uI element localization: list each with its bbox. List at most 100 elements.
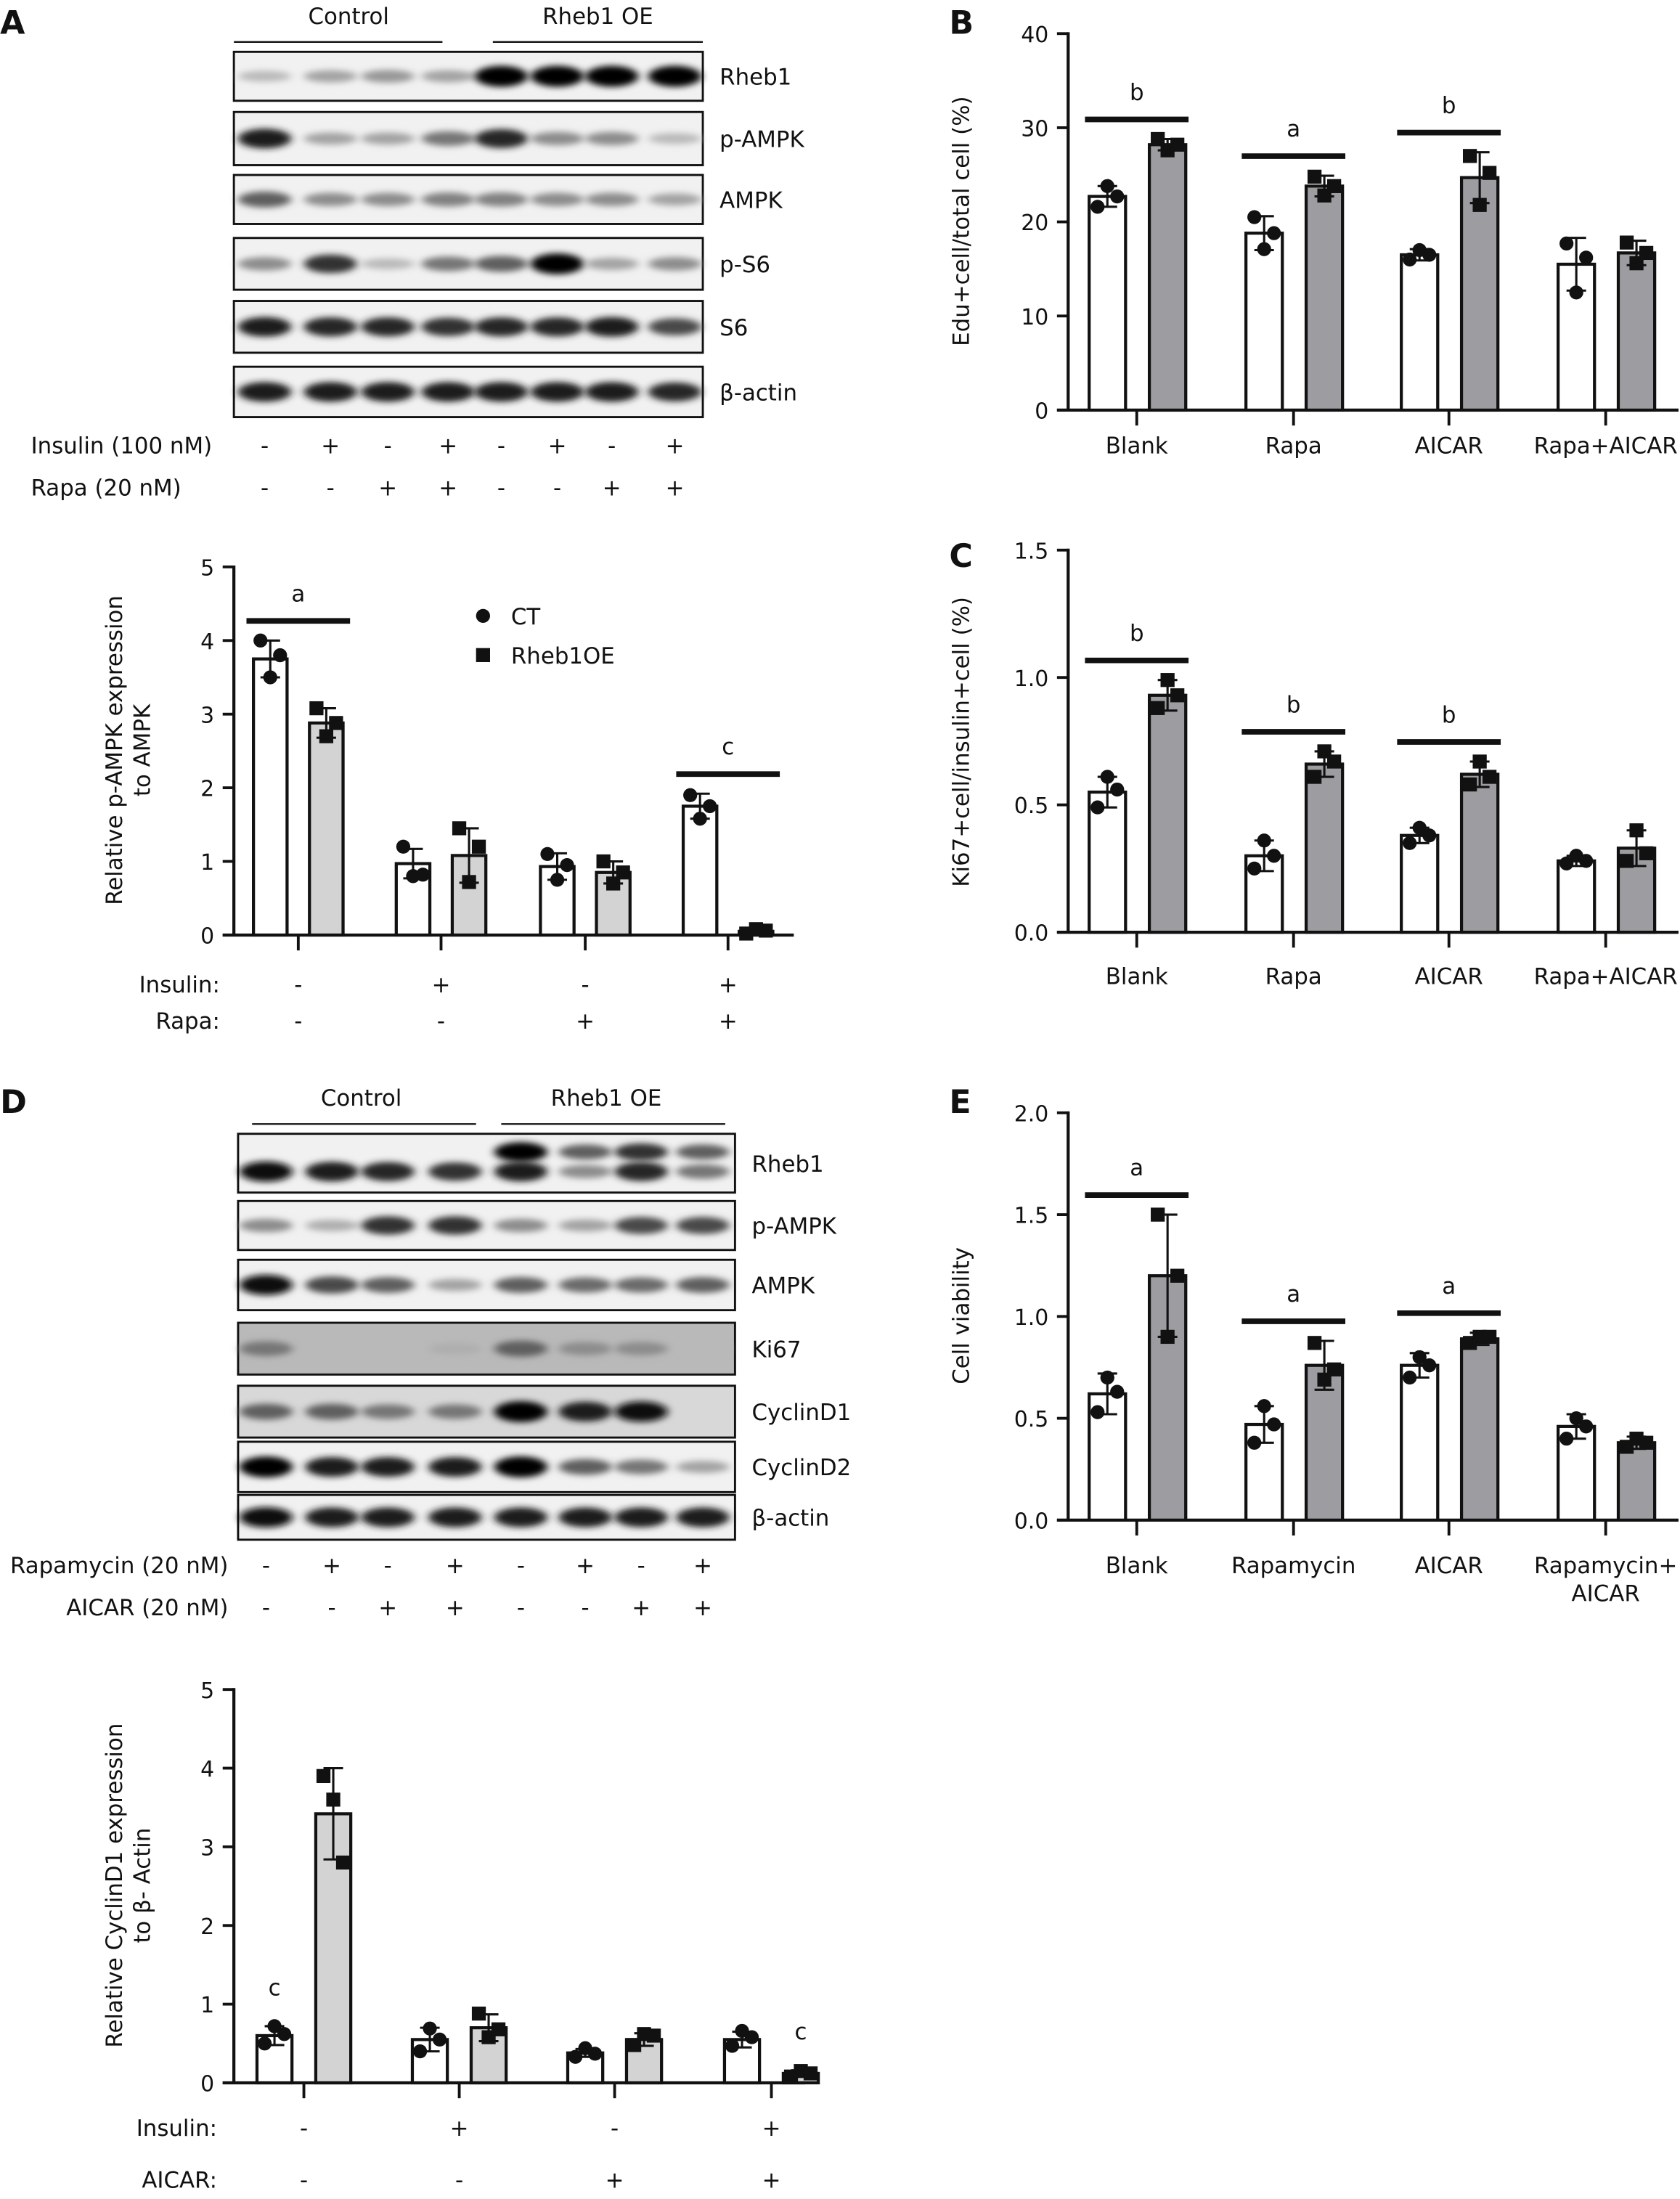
y-tick-label: 40 [1021, 23, 1048, 48]
data-point-circle [568, 2049, 583, 2064]
bar-ct [1088, 195, 1128, 412]
x-category-label: Rapamycin+ [1534, 1553, 1677, 1579]
protein-band [305, 1343, 359, 1355]
protein-band-upper [676, 1144, 730, 1160]
blot-row-label: S6 [719, 315, 748, 341]
data-point-circle [1559, 1432, 1574, 1446]
treatment-sign: + [666, 476, 685, 502]
y-tick-label: 1.0 [1014, 1305, 1049, 1331]
protein-band [421, 256, 475, 272]
protein-band [614, 1342, 668, 1355]
treatment-label: Insulin (100 nM) [31, 433, 213, 460]
panel-label-e: E [949, 1084, 971, 1121]
data-point-circle [587, 2047, 603, 2061]
bar-rheb1oe [1459, 772, 1500, 934]
lane-group-label: Rheb1 OE [542, 4, 653, 30]
protein-band [614, 1507, 668, 1527]
data-point-square [1307, 1336, 1322, 1350]
y-tick-label: 2 [200, 1914, 214, 1940]
condition-sign: + [450, 2116, 469, 2142]
blot-row-label: β-actin [752, 1506, 830, 1532]
protein-band [648, 65, 702, 87]
bar-rheb1oe [1459, 176, 1500, 412]
blot-strip [237, 1133, 736, 1194]
data-point-circle [1100, 179, 1114, 193]
condition-sign: + [762, 2168, 781, 2194]
y-axis-label: Relative CyclinD1 expression [102, 1723, 128, 2048]
protein-band [237, 191, 292, 208]
protein-band [585, 317, 639, 337]
protein-band [361, 132, 415, 145]
protein-band [474, 382, 529, 402]
bar-ct [1400, 253, 1440, 412]
protein-band [614, 1162, 668, 1181]
protein-band [421, 317, 475, 336]
treatment-sign: + [439, 433, 457, 460]
protein-band [676, 1507, 730, 1527]
y-axis-label: to β- Actin [129, 1828, 155, 1943]
condition-sign: - [300, 2116, 308, 2142]
data-point-square [1482, 166, 1497, 180]
treatment-sign: - [327, 476, 335, 502]
blot-strip [237, 1199, 736, 1252]
data-point-square [1472, 197, 1487, 212]
treatment-sign: - [262, 1553, 270, 1579]
protein-band [614, 1277, 668, 1293]
condition-sign: - [582, 972, 590, 998]
data-point-circle [1267, 226, 1281, 240]
protein-band [361, 382, 415, 402]
protein-band [421, 382, 475, 402]
data-point-square [759, 923, 773, 938]
treatment-sign: - [553, 476, 561, 502]
data-point-circle [267, 2019, 282, 2033]
protein-band [421, 70, 475, 83]
protein-band [303, 382, 357, 402]
protein-band [361, 1457, 415, 1477]
protein-band [558, 1401, 612, 1422]
blot-row-label: Rheb1 [752, 1151, 824, 1178]
x-category-label: AICAR [1415, 963, 1483, 990]
y-axis-label: to AMPK [129, 703, 155, 796]
treatment-sign: - [328, 1595, 336, 1621]
lane-group-label: Control [321, 1085, 401, 1111]
blot-frame [237, 1133, 736, 1194]
protein-band [361, 317, 415, 337]
protein-band [585, 382, 639, 402]
condition-sign: - [300, 2168, 308, 2194]
significance-letter: a [1442, 1273, 1456, 1300]
data-point-square [316, 1768, 331, 1784]
protein-band [421, 192, 475, 207]
data-point-circle [253, 633, 268, 648]
data-point-circle [277, 2027, 292, 2041]
data-point-circle [1267, 849, 1281, 863]
y-tick-label: 1 [200, 850, 214, 876]
data-point-circle [1579, 1419, 1594, 1434]
y-tick-label: 1.5 [1014, 1204, 1049, 1229]
protein-band [676, 1164, 730, 1179]
panel-label-a: A [0, 4, 25, 41]
significance-letter: a [291, 581, 305, 607]
y-tick-label: 0 [200, 924, 214, 950]
data-point-square [1160, 673, 1175, 688]
data-point-circle [1110, 782, 1125, 797]
treatment-sign: + [576, 1553, 595, 1579]
protein-band [428, 1404, 482, 1419]
data-point-square [471, 2006, 486, 2021]
blot-strip [237, 1493, 736, 1541]
data-point-square [596, 854, 611, 869]
protein-band [474, 317, 529, 337]
panel-label-b: B [949, 4, 974, 41]
y-tick-label: 0 [200, 2072, 214, 2097]
significance-letter: a [1286, 1281, 1300, 1307]
y-tick-label: 20 [1021, 211, 1048, 236]
x-category-label: AICAR [1415, 433, 1483, 460]
x-category-label: Rapa+AICAR [1534, 963, 1678, 990]
y-tick-label: 1.5 [1014, 539, 1049, 564]
data-point-circle [432, 2032, 447, 2047]
y-tick-label: 2 [200, 777, 214, 802]
protein-band-upper [558, 1144, 612, 1160]
data-point-circle [1257, 833, 1271, 848]
treatment-sign: - [384, 433, 392, 460]
y-tick-label: 0.0 [1014, 921, 1049, 947]
